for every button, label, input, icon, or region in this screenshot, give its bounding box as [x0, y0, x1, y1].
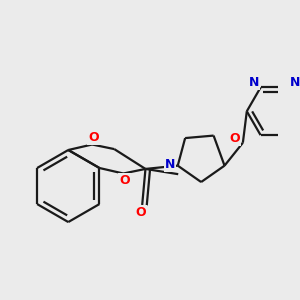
Text: N: N	[290, 76, 300, 89]
Text: O: O	[88, 131, 99, 144]
Text: N: N	[165, 158, 175, 171]
Text: N: N	[249, 76, 259, 89]
Text: O: O	[119, 174, 130, 187]
Text: O: O	[136, 206, 146, 219]
Text: O: O	[230, 132, 240, 145]
